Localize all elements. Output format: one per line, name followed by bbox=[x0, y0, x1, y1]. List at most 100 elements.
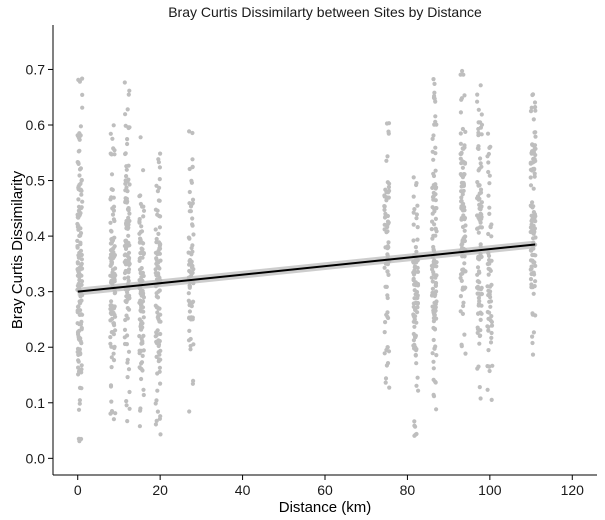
data-point bbox=[415, 305, 420, 310]
data-point bbox=[486, 160, 491, 165]
data-point bbox=[478, 220, 483, 225]
data-point bbox=[487, 368, 492, 374]
data-point bbox=[477, 202, 482, 207]
data-point bbox=[461, 303, 466, 309]
data-point bbox=[127, 88, 132, 93]
y-tick-label: 0.0 bbox=[26, 450, 46, 466]
data-point bbox=[187, 328, 192, 333]
data-point bbox=[125, 281, 130, 287]
data-point bbox=[124, 174, 129, 179]
data-point bbox=[188, 209, 193, 214]
data-point bbox=[187, 300, 192, 305]
data-point bbox=[124, 399, 129, 404]
data-point bbox=[460, 68, 465, 74]
data-point bbox=[127, 389, 132, 395]
x-tick-label: 60 bbox=[317, 482, 333, 498]
data-point bbox=[430, 279, 435, 284]
data-point bbox=[528, 258, 534, 263]
data-point bbox=[191, 281, 196, 286]
data-point bbox=[413, 335, 418, 340]
data-point bbox=[476, 168, 481, 173]
chart-title: Bray Curtis Dissimilarty between Sites b… bbox=[168, 4, 482, 20]
data-point bbox=[413, 245, 418, 250]
data-point bbox=[458, 141, 463, 146]
data-point bbox=[139, 361, 144, 366]
data-point bbox=[158, 432, 163, 437]
data-point bbox=[530, 166, 536, 172]
data-point bbox=[531, 236, 536, 241]
data-point bbox=[533, 313, 538, 318]
data-point bbox=[478, 396, 483, 401]
data-point bbox=[158, 381, 163, 386]
data-point bbox=[459, 161, 464, 166]
data-point bbox=[75, 267, 80, 272]
data-point bbox=[153, 270, 158, 276]
data-point bbox=[127, 406, 132, 411]
data-point bbox=[127, 182, 132, 187]
data-point bbox=[489, 323, 495, 328]
data-point bbox=[189, 245, 194, 251]
data-point bbox=[459, 97, 464, 102]
data-point bbox=[141, 392, 146, 398]
data-point bbox=[125, 306, 130, 311]
data-point bbox=[414, 383, 419, 388]
data-point bbox=[431, 190, 436, 195]
data-point bbox=[108, 303, 113, 308]
data-point bbox=[77, 134, 82, 139]
data-point bbox=[138, 236, 143, 241]
data-point bbox=[485, 387, 490, 392]
data-point bbox=[126, 275, 131, 280]
data-point bbox=[458, 156, 463, 161]
data-point bbox=[476, 269, 482, 274]
data-point bbox=[433, 145, 438, 150]
data-point bbox=[79, 367, 84, 372]
data-point bbox=[108, 131, 113, 136]
data-point bbox=[533, 279, 538, 284]
data-point bbox=[137, 194, 142, 199]
data-point bbox=[386, 129, 391, 134]
data-point bbox=[529, 105, 534, 110]
data-point bbox=[486, 292, 491, 297]
data-point bbox=[430, 286, 435, 291]
data-point bbox=[431, 157, 436, 162]
data-point bbox=[487, 205, 492, 210]
data-point bbox=[433, 168, 438, 173]
data-point bbox=[533, 134, 538, 139]
data-point bbox=[462, 238, 467, 244]
data-point bbox=[533, 263, 538, 268]
data-point bbox=[122, 341, 128, 347]
data-point bbox=[112, 291, 117, 296]
data-point bbox=[413, 307, 418, 313]
data-point bbox=[79, 282, 84, 287]
data-point bbox=[461, 300, 466, 305]
data-point bbox=[382, 222, 387, 227]
data-point bbox=[154, 240, 159, 245]
data-point bbox=[188, 258, 193, 263]
data-point bbox=[187, 262, 193, 267]
data-point bbox=[433, 344, 438, 349]
data-point bbox=[460, 254, 465, 259]
data-point bbox=[530, 252, 535, 258]
data-point bbox=[489, 314, 494, 319]
data-point bbox=[431, 325, 436, 331]
data-point bbox=[124, 299, 129, 305]
data-point bbox=[108, 318, 113, 323]
data-point bbox=[384, 158, 389, 163]
data-point bbox=[155, 371, 160, 376]
data-point bbox=[414, 348, 419, 353]
data-point bbox=[531, 156, 536, 162]
data-point bbox=[76, 208, 81, 213]
data-point bbox=[191, 342, 196, 347]
data-point bbox=[125, 107, 130, 112]
data-point bbox=[479, 291, 484, 297]
data-point bbox=[79, 312, 84, 317]
data-point bbox=[108, 263, 113, 268]
data-point bbox=[411, 260, 416, 265]
data-point bbox=[385, 345, 390, 350]
data-point bbox=[431, 319, 436, 324]
data-point bbox=[475, 265, 481, 270]
data-point bbox=[530, 352, 536, 357]
data-point bbox=[529, 218, 534, 224]
data-point bbox=[80, 199, 85, 204]
data-point bbox=[431, 377, 436, 382]
